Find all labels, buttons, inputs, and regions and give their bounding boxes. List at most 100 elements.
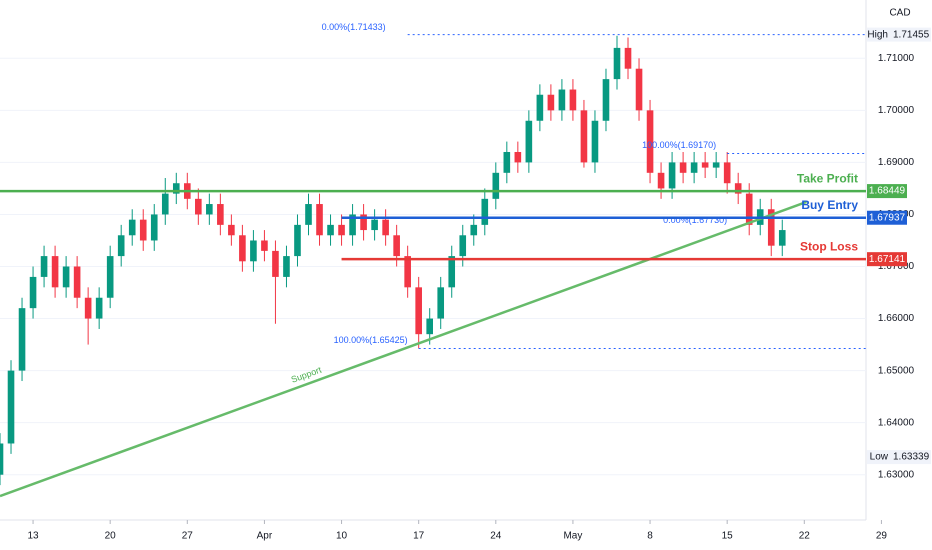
- x-tick-label: 24: [490, 531, 502, 542]
- candle-body: [591, 120, 599, 163]
- candle-body: [51, 256, 59, 288]
- y-tick-label: 1.66000: [878, 313, 915, 324]
- candle-body: [139, 219, 147, 241]
- x-tick-label: 29: [876, 531, 888, 542]
- candle-body: [503, 151, 511, 173]
- candle-body: [690, 162, 698, 173]
- candle-body: [128, 219, 136, 236]
- candle-body: [7, 370, 15, 444]
- candle-body: [239, 235, 246, 262]
- candle-body: [0, 443, 4, 475]
- candle-body: [327, 224, 334, 236]
- candle-body: [580, 110, 588, 163]
- candle-body: [767, 209, 775, 246]
- candle-body: [195, 198, 202, 215]
- candle-body: [371, 219, 378, 231]
- y-tick-label: 1.71000: [878, 53, 915, 64]
- candle-body: [514, 151, 522, 163]
- candle-body: [558, 89, 566, 111]
- candle-body: [349, 214, 356, 236]
- x-tick-label: Apr: [257, 531, 273, 542]
- x-tick-label: 22: [799, 531, 811, 542]
- level-tag: [867, 210, 907, 225]
- fib-label: 100.00%(1.65425): [334, 335, 408, 345]
- low-label: Low: [870, 452, 889, 463]
- candle-body: [602, 79, 610, 121]
- low-tag: [867, 450, 931, 465]
- y-tick-label: 1.64000: [878, 417, 915, 428]
- candle-body: [106, 256, 114, 298]
- y-tick-label: 1.69000: [878, 157, 915, 168]
- candle-body: [228, 224, 235, 236]
- x-tick-label: 20: [105, 531, 117, 542]
- candle-body: [646, 110, 654, 173]
- candle-body: [492, 172, 500, 199]
- candle-body: [668, 162, 676, 189]
- candle-body: [40, 256, 48, 277]
- candle-body: [624, 47, 632, 69]
- level-value: 1.67937: [869, 212, 906, 223]
- candle-body: [95, 297, 103, 319]
- x-tick-label: 13: [27, 531, 39, 542]
- candle-body: [272, 250, 279, 277]
- candle-body: [117, 235, 125, 257]
- y-tick-label: 1.67000: [878, 261, 915, 272]
- candle-body: [18, 308, 26, 371]
- y-tick-label: 1.63000: [878, 469, 915, 480]
- candle-body: [734, 183, 742, 194]
- trendline: [0, 200, 807, 498]
- candle-body: [62, 266, 70, 288]
- level-tag: [867, 184, 907, 199]
- candle-body: [217, 204, 224, 225]
- candle-body: [415, 287, 422, 335]
- candle-body: [470, 224, 478, 236]
- candle-body: [84, 297, 92, 319]
- candle-body: [679, 162, 687, 173]
- candle-body: [712, 162, 720, 168]
- candle-body: [525, 120, 533, 163]
- candle-body: [161, 193, 169, 215]
- candle-body: [701, 162, 709, 168]
- high-value: 1.71455: [893, 29, 930, 40]
- candle-body: [283, 256, 290, 277]
- candle-body: [723, 162, 731, 184]
- candle-body: [426, 318, 433, 335]
- candle-body: [569, 89, 577, 111]
- candle-body: [481, 198, 489, 225]
- candle-body: [305, 204, 312, 225]
- candle-body: [459, 235, 467, 257]
- x-tick-label: 10: [336, 531, 348, 542]
- level-name: Stop Loss: [800, 239, 858, 253]
- y-tick-label: 1.65000: [878, 365, 915, 376]
- candle-body: [635, 68, 643, 111]
- fib-label: 0.00%(1.71433): [322, 22, 386, 32]
- candle-body: [73, 266, 81, 298]
- level-value: 1.68449: [869, 186, 906, 197]
- fib-label: 0.00%(1.67730): [663, 215, 727, 225]
- candle-body: [360, 214, 367, 231]
- level-name: Take Profit: [797, 171, 858, 185]
- y-tick-label: 1.70000: [878, 105, 915, 116]
- candle-body: [745, 193, 753, 225]
- candle-body: [294, 224, 301, 257]
- x-tick-label: 17: [413, 531, 425, 542]
- level-tag: [867, 252, 907, 267]
- candle-body: [150, 214, 158, 241]
- low-value: 1.63339: [893, 452, 930, 463]
- candle-body: [338, 224, 345, 236]
- candle-body: [29, 276, 37, 309]
- x-tick-label: 15: [722, 531, 734, 542]
- high-tag: [867, 27, 931, 42]
- candle-body: [778, 230, 786, 246]
- candle-body: [172, 183, 180, 194]
- candle-body: [404, 256, 411, 288]
- level-name: Buy Entry: [801, 198, 858, 212]
- level-value: 1.67141: [869, 254, 906, 265]
- x-tick-label: May: [563, 531, 582, 542]
- fib-label: 100.00%(1.69170): [642, 140, 716, 150]
- candle-body: [448, 256, 456, 288]
- high-label: High: [867, 29, 888, 40]
